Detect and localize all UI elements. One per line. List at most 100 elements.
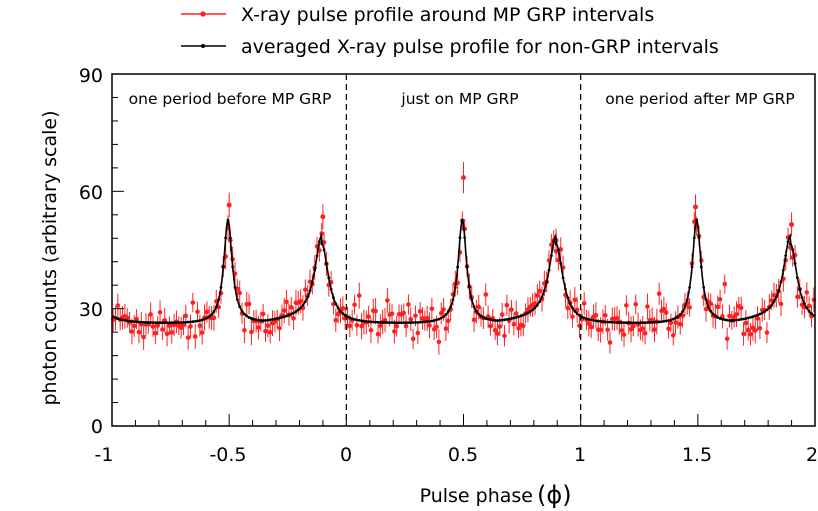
red-data-point: [598, 327, 603, 333]
black-data-point: [671, 317, 675, 321]
black-data-point: [500, 318, 504, 322]
red-data-point: [461, 175, 466, 181]
legend-red-marker: [200, 11, 206, 17]
black-data-point: [416, 320, 420, 324]
red-data-point: [677, 321, 683, 327]
black-data-point: [505, 317, 509, 321]
black-data-point: [271, 317, 274, 321]
red-data-point: [131, 323, 137, 329]
red-data-point: [382, 317, 388, 323]
red-data-point: [509, 307, 514, 312]
black-data-point: [615, 321, 619, 324]
red-data-point: [572, 297, 578, 303]
black-data-point: [770, 303, 774, 307]
black-data-point: [571, 306, 574, 310]
red-data-point: [303, 287, 308, 292]
black-data-point: [449, 305, 453, 309]
red-data-point: [378, 323, 383, 329]
red-data-point: [160, 327, 165, 332]
black-data-point: [212, 310, 216, 313]
black-data-point: [803, 302, 806, 306]
black-data-point: [465, 265, 469, 269]
black-data-point: [364, 319, 368, 323]
black-data-point: [160, 321, 164, 325]
series-black-line: [111, 218, 816, 325]
black-data-point: [177, 321, 181, 324]
black-data-point: [273, 317, 277, 321]
red-data-point: [445, 318, 451, 324]
red-data-point: [188, 324, 193, 329]
black-data-point: [383, 321, 387, 324]
black-data-point: [125, 319, 129, 323]
y-tick-label: 30: [79, 299, 103, 321]
black-data-point: [706, 305, 710, 309]
black-data-point: [777, 289, 781, 293]
black-data-point: [772, 300, 776, 304]
black-data-point: [655, 320, 659, 324]
red-data-point: [497, 324, 503, 329]
black-data-point: [287, 313, 291, 317]
x-tick-label: 0: [340, 444, 352, 466]
black-data-point: [721, 317, 724, 321]
black-data-point: [810, 312, 813, 315]
x-tick-label: 2: [806, 444, 818, 466]
black-data-point: [451, 298, 455, 302]
red-data-point: [565, 305, 571, 311]
black-data-point: [739, 317, 743, 321]
red-data-point: [755, 316, 760, 321]
black-data-point: [566, 296, 570, 300]
x-tick-label: 1: [574, 444, 586, 466]
black-data-point: [135, 320, 139, 324]
black-data-point: [163, 321, 167, 325]
black-data-point: [376, 320, 380, 324]
black-data-point: [153, 321, 157, 325]
red-data-point: [520, 323, 526, 329]
black-data-point: [521, 313, 525, 317]
black-data-point: [184, 320, 188, 324]
red-data-point: [375, 331, 381, 337]
black-data-point: [158, 321, 162, 325]
black-data-point: [289, 312, 293, 316]
black-data-point: [498, 318, 502, 322]
red-data-point: [429, 306, 435, 312]
black-data-point: [463, 236, 467, 240]
black-data-point: [355, 318, 359, 322]
red-data-point: [192, 334, 198, 339]
black-data-point: [786, 240, 790, 243]
black-data-point: [667, 319, 670, 322]
black-data-point: [646, 321, 649, 324]
black-data-point: [599, 319, 602, 323]
black-data-point: [137, 320, 141, 324]
red-data-point: [588, 324, 594, 330]
black-data-point: [493, 318, 497, 322]
black-data-point: [760, 311, 764, 315]
black-data-point: [697, 236, 701, 240]
red-data-point: [778, 301, 784, 307]
black-data-point: [622, 321, 626, 325]
black-data-point: [767, 306, 771, 310]
black-data-point: [172, 321, 176, 325]
black-data-point: [725, 318, 729, 322]
red-data-point: [211, 315, 217, 321]
black-data-point: [407, 321, 410, 325]
black-data-point: [303, 300, 307, 304]
black-data-point: [217, 298, 221, 302]
black-profile-line: [111, 219, 816, 324]
red-data-point: [197, 323, 203, 329]
black-data-point: [538, 300, 542, 304]
red-data-point: [148, 312, 153, 317]
black-data-point: [378, 320, 382, 324]
red-data-point: [385, 298, 390, 303]
x-axis-title: Pulse phase: [420, 485, 533, 507]
black-data-point: [245, 314, 249, 318]
red-data-point: [668, 320, 674, 326]
black-data-point: [564, 287, 567, 291]
black-data-point: [669, 318, 673, 322]
red-data-point: [537, 288, 542, 294]
black-data-point: [348, 316, 352, 320]
black-data-point: [235, 298, 239, 301]
black-data-point: [744, 317, 748, 320]
black-data-point: [334, 302, 338, 306]
region-label-before: one period before MP GRP: [129, 90, 332, 108]
red-data-point: [717, 296, 723, 302]
